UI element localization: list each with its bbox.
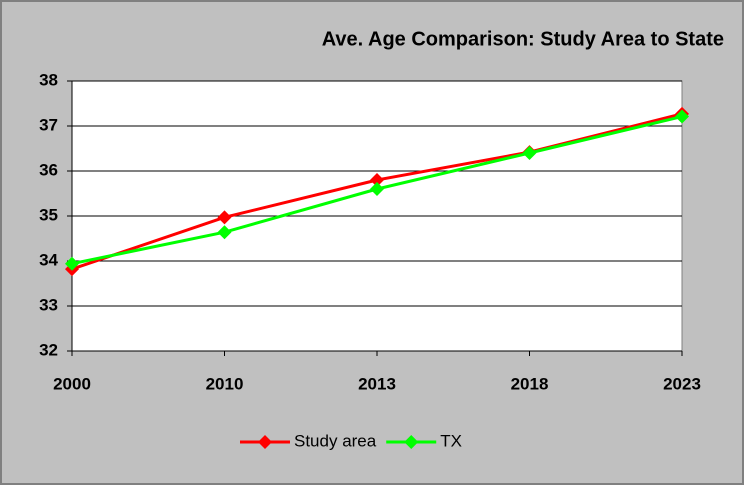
marker bbox=[522, 146, 537, 160]
marker bbox=[65, 256, 79, 271]
x-tick-label: 2013 bbox=[358, 374, 396, 393]
legend-label: Study area bbox=[294, 431, 377, 450]
legend-label: TX bbox=[440, 431, 462, 450]
legend-marker bbox=[404, 435, 419, 449]
marker bbox=[370, 182, 384, 196]
marker bbox=[370, 173, 384, 187]
marker bbox=[217, 210, 232, 225]
marker bbox=[217, 225, 232, 240]
x-tick-label: 2023 bbox=[663, 374, 701, 393]
y-tick-label: 33 bbox=[39, 295, 58, 314]
legend-marker bbox=[258, 435, 272, 449]
x-tick-label: 2018 bbox=[511, 374, 549, 393]
y-tick-label: 35 bbox=[39, 205, 58, 224]
x-tick-label: 2000 bbox=[53, 374, 91, 393]
x-tick-label: 2010 bbox=[206, 374, 244, 393]
y-tick-label: 34 bbox=[39, 250, 58, 269]
chart-title: Ave. Age Comparison: Study Area to State bbox=[322, 28, 724, 50]
y-tick-label: 37 bbox=[39, 115, 58, 134]
y-tick-label: 32 bbox=[39, 340, 58, 359]
marker bbox=[675, 109, 689, 124]
y-tick-label: 36 bbox=[39, 160, 58, 179]
y-tick-label: 38 bbox=[39, 70, 58, 89]
